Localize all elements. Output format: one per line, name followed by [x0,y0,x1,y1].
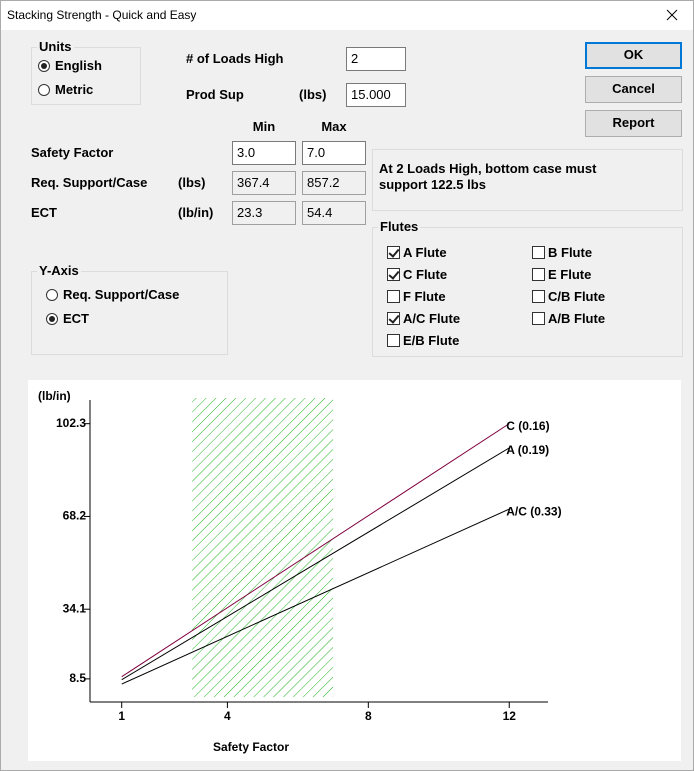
field-label: # of Loads High [186,51,284,66]
button[interactable]: Report [585,110,682,137]
row-label: Safety Factor [31,145,114,160]
checkbox-label[interactable]: C/B Flute [548,289,606,304]
series-line [121,508,510,685]
row-label: ECT [31,205,57,220]
checkbox-label[interactable]: B Flute [548,245,593,260]
series-label: A (0.19) [506,443,549,457]
radio-button[interactable] [46,313,58,325]
chart-background [28,380,681,761]
checkbox-label[interactable]: E/B Flute [403,333,460,348]
radio-button[interactable] [38,84,50,96]
text-input[interactable]: 2 [346,47,406,71]
y-tick-label: 102.3 [56,416,86,430]
checkbox[interactable] [387,246,400,259]
checkbox[interactable] [387,312,400,325]
x-tick-label: 4 [224,709,231,723]
checkbox-label[interactable]: A/C Flute [403,311,461,326]
unit-label: (lbs) [178,175,206,190]
series-line [121,423,510,678]
x-tick-label: 8 [365,709,372,723]
value-field: 54.4 [302,201,366,225]
y-tick-label: 68.2 [63,509,87,523]
field-label: Prod Sup [186,87,244,102]
checkbox[interactable] [532,246,545,259]
column-header: Max [321,119,347,134]
checkbox[interactable] [532,312,545,325]
units-group [31,47,141,105]
radio-label[interactable]: Req. Support/Case [63,287,180,302]
checkbox[interactable] [387,268,400,281]
close-button[interactable] [661,5,683,25]
checkbox-label[interactable]: A Flute [403,245,447,260]
units-label: Units [37,39,74,55]
text-input[interactable]: 15.000 [346,83,406,107]
value-field[interactable]: 7.0 [302,141,366,165]
button[interactable]: Cancel [585,76,682,103]
value-field[interactable]: 3.0 [232,141,296,165]
x-tick-label: 12 [503,709,517,723]
series-line [121,447,510,681]
title-bar [1,1,693,30]
button[interactable]: OK [585,42,682,69]
flutes-group [372,227,683,357]
checkbox[interactable] [387,334,400,347]
checkbox-label[interactable]: E Flute [548,267,592,282]
value-field: 367.4 [232,171,296,195]
y-tick-label: 34.1 [63,601,87,615]
radio-label[interactable]: Metric [55,82,94,97]
checkbox-label[interactable]: F Flute [403,289,446,304]
radio-label[interactable]: English [55,58,102,73]
window-title: Stacking Strength - Quick and Easy [7,8,197,22]
chart: 1 4 8 12 8.5 34.1 68.2 102.3 (lb/in) Safety Facto… [28,380,681,761]
x-tick-label: 1 [118,709,125,723]
series-label: C (0.16) [506,419,549,433]
value-field: 23.3 [232,201,296,225]
y-axis-group-label: Y-Axis [37,263,81,279]
checkbox[interactable] [532,268,545,281]
checkbox[interactable] [387,290,400,303]
flutes-label: Flutes [378,219,421,235]
checkbox[interactable] [532,290,545,303]
checkbox-label[interactable]: A/B Flute [548,311,606,326]
unit-label: (lb/in) [178,205,214,220]
y-axis-label: (lb/in) [38,389,71,403]
unit-label: (lbs) [299,87,327,102]
radio-label[interactable]: ECT [63,311,89,326]
checkbox-label[interactable]: C Flute [403,267,448,282]
radio-button[interactable] [46,289,58,301]
series-label: A/C (0.33) [506,504,561,518]
y-tick-label: 8.5 [69,671,86,685]
message-box [372,149,683,211]
message-text: At 2 Loads High, bottom case must suppor… [379,161,597,192]
y-axis-group [31,271,228,355]
x-axis-label: Safety Factor [213,740,289,754]
row-label: Req. Support/Case [31,175,148,190]
shaded-range [192,398,334,697]
radio-button[interactable] [38,60,50,72]
column-header: Min [252,119,276,134]
value-field: 857.2 [302,171,366,195]
